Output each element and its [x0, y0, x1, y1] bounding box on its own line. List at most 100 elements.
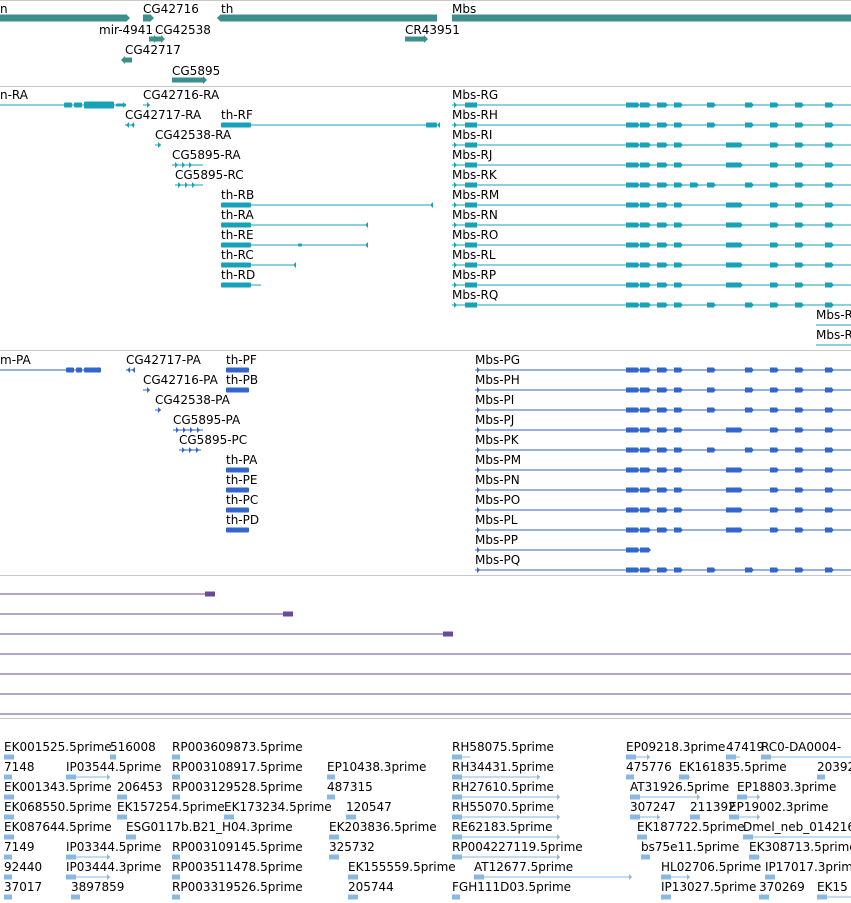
transcripts-feature[interactable]: Mbs-RJ — [452, 148, 851, 168]
ests-feature[interactable]: 20392 — [817, 760, 851, 780]
genes-feature[interactable]: CG42538 — [155, 23, 211, 43]
ests-feature[interactable]: 516008 — [110, 740, 156, 760]
proteins-feature[interactable]: Mbs-PQ — [475, 553, 851, 573]
proteins-feature[interactable]: Mbs-PJ — [475, 413, 851, 433]
transcripts-feature[interactable]: CG42717-RA — [125, 108, 202, 128]
transcripts-feature[interactable]: Mbs-RG — [452, 88, 851, 108]
transcripts-feature[interactable]: th-RC — [221, 248, 296, 268]
ests-feature[interactable]: 92440 — [4, 860, 42, 880]
ests-feature[interactable]: 487315 — [327, 780, 373, 800]
ests-feature[interactable]: ESG0117b.B21_H04.3prime — [126, 820, 293, 840]
transcripts-feature[interactable]: CG42538-RA — [155, 128, 232, 148]
proteins-feature[interactable]: Mbs-PM — [475, 453, 851, 473]
ests-feature[interactable]: HL02706.5prime — [661, 860, 761, 880]
proteins-feature[interactable]: th-PE — [226, 473, 257, 493]
ests-feature[interactable]: EK157254.5prime — [117, 800, 225, 820]
ests-feature[interactable]: 325732 — [329, 840, 375, 860]
transcripts-feature[interactable]: Mbs-RK — [452, 168, 851, 188]
transcripts-feature[interactable]: th-RD — [221, 268, 261, 288]
ests-feature[interactable]: EP19002.3prime — [729, 800, 828, 820]
genes-feature[interactable]: CG42716 — [143, 2, 199, 22]
ests-feature[interactable]: RH55070.5prime — [452, 800, 560, 820]
ests-feature[interactable]: EK155559.5prime — [348, 860, 456, 880]
transcripts-feature[interactable]: CG42716-RA — [143, 88, 220, 108]
transcripts-feature[interactable]: Mbs-RM — [452, 188, 851, 208]
ests-feature[interactable]: 47419 — [726, 740, 764, 760]
ests-feature[interactable]: RH34431.5prime — [452, 760, 554, 780]
transcripts-feature[interactable]: Mbs-RP — [452, 268, 851, 288]
ests-feature[interactable]: EP18803.3prime — [737, 780, 836, 800]
proteins-feature[interactable]: th-PF — [226, 353, 257, 373]
transcripts-feature[interactable]: Mbs-RQ — [452, 288, 851, 308]
ests-feature[interactable]: 37017 — [4, 880, 42, 900]
proteins-feature[interactable]: Mbs-PP — [475, 533, 651, 553]
ests-feature[interactable]: EK203836.5prime — [329, 820, 437, 840]
transcripts-feature[interactable]: th-RB — [221, 188, 433, 208]
alignments-feature[interactable] — [0, 631, 453, 637]
ests-feature[interactable]: Dmel_neb_014216 — [743, 820, 851, 840]
genes-feature[interactable]: th — [217, 2, 437, 22]
proteins-feature[interactable]: th-PA — [226, 453, 258, 473]
transcripts-feature[interactable]: Mbs-RN — [452, 208, 851, 228]
ests-feature[interactable]: RP003511478.5prime — [172, 860, 303, 880]
proteins-feature[interactable]: Mbs-PO — [475, 493, 851, 513]
ests-feature[interactable]: 370269 — [759, 880, 805, 900]
ests-feature[interactable]: EK15 — [817, 880, 851, 900]
ests-feature[interactable]: RP003319526.5prime — [172, 880, 303, 900]
ests-feature[interactable]: EK173234.5prime — [224, 800, 332, 820]
transcripts-feature[interactable]: th-RF — [221, 108, 440, 128]
proteins-feature[interactable]: CG42717-PA — [126, 353, 202, 373]
ests-feature[interactable]: EK187722.5prime — [637, 820, 745, 840]
transcripts-feature[interactable]: Mbs-RH — [452, 108, 851, 128]
ests-feature[interactable]: EK308713.5prime — [749, 840, 851, 860]
ests-feature[interactable]: 211392 — [690, 800, 736, 820]
proteins-feature[interactable]: Mbs-PI — [475, 393, 851, 413]
ests-feature[interactable]: RP003109145.5prime — [172, 840, 303, 860]
genes-feature[interactable]: mir-4941 — [99, 23, 158, 43]
ests-feature[interactable]: 206453 — [117, 780, 163, 800]
proteins-feature[interactable]: Mbs-PN — [475, 473, 851, 493]
genes-feature[interactable]: CG5895 — [172, 64, 220, 84]
ests-feature[interactable]: 7148 — [4, 760, 35, 780]
transcripts-feature[interactable]: CG5895-RA — [172, 148, 241, 168]
ests-feature[interactable]: IP17017.3prime — [765, 860, 851, 880]
proteins-feature[interactable]: Mbs-PL — [475, 513, 851, 533]
ests-feature[interactable]: RE62183.5prime — [452, 820, 560, 840]
proteins-feature[interactable]: Mbs-PG — [475, 353, 851, 373]
proteins-feature[interactable]: Mbs-PH — [475, 373, 851, 393]
ests-feature[interactable]: EP10438.3prime — [327, 760, 426, 780]
ests-feature[interactable]: EK068550.5prime — [4, 800, 112, 820]
ests-feature[interactable]: IP03444.3prime — [66, 860, 161, 880]
ests-feature[interactable]: IP13027.5prime — [661, 880, 756, 900]
ests-feature[interactable]: RP003108917.5prime — [172, 760, 303, 780]
proteins-feature[interactable]: th-PC — [226, 493, 258, 513]
ests-feature[interactable]: 3897859 — [71, 880, 124, 900]
ests-feature[interactable]: IP03544.5prime — [66, 760, 161, 780]
ests-feature[interactable]: RH27610.5prime — [452, 780, 560, 800]
transcripts-feature[interactable]: th-RE — [221, 228, 368, 248]
alignments-feature[interactable] — [0, 591, 215, 597]
ests-feature[interactable]: EK001343.5prime — [4, 780, 112, 800]
proteins-feature[interactable]: CG42538-PA — [155, 393, 231, 413]
genes-feature[interactable]: n — [0, 2, 130, 22]
proteins-feature[interactable]: th-PD — [226, 513, 259, 533]
ests-feature[interactable]: 120547 — [346, 800, 392, 820]
ests-feature[interactable]: EK161835.5prime — [679, 760, 787, 780]
ests-feature[interactable]: RH58075.5prime — [452, 740, 554, 760]
ests-feature[interactable]: RP003609873.5prime — [172, 740, 303, 760]
proteins-feature[interactable]: Mbs-PK — [475, 433, 851, 453]
ests-feature[interactable]: bs75e11.5prime — [641, 840, 739, 860]
proteins-feature[interactable]: CG5895-PA — [173, 413, 241, 433]
transcripts-feature[interactable]: n-RA — [0, 88, 126, 109]
proteins-feature[interactable]: CG42716-PA — [143, 373, 219, 393]
genes-feature[interactable]: Mbs — [452, 2, 851, 22]
ests-feature[interactable]: 307247 — [630, 800, 676, 820]
ests-feature[interactable]: AT12677.5prime — [474, 860, 632, 880]
ests-feature[interactable]: IP03344.5prime — [66, 840, 161, 860]
transcripts-feature[interactable]: Mbs-RL — [452, 248, 851, 268]
transcripts-feature[interactable]: Mbs-R — [816, 308, 851, 326]
transcripts-feature[interactable]: th-RA — [221, 208, 368, 228]
proteins-feature[interactable]: m-PA — [0, 353, 101, 373]
ests-feature[interactable]: FGH111D03.5prime — [452, 880, 571, 900]
ests-feature[interactable]: RP003129528.5prime — [172, 780, 303, 800]
